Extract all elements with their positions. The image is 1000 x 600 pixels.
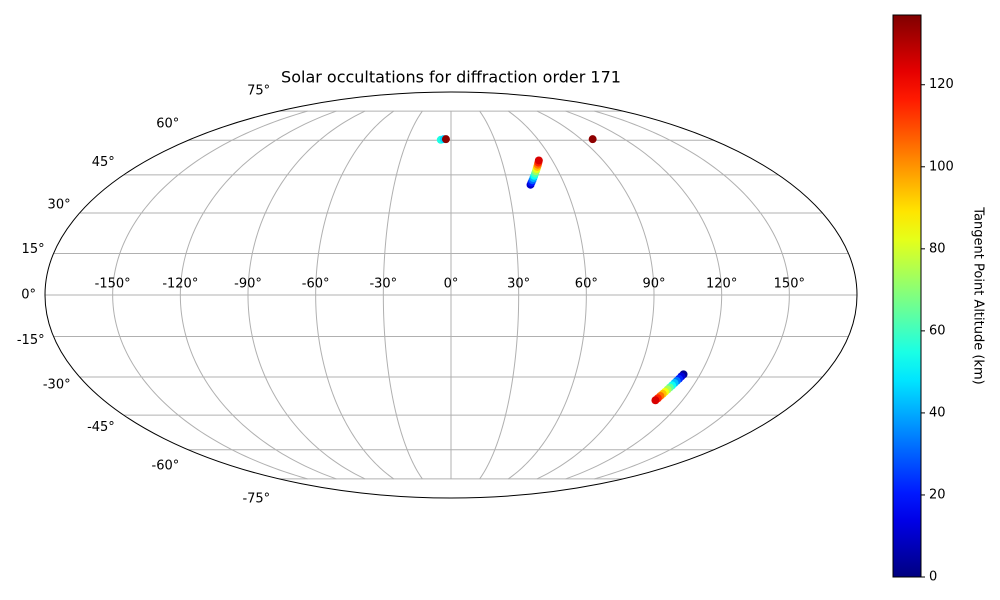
y-tick-label: 45° bbox=[92, 155, 115, 170]
x-tick-label: 150° bbox=[774, 277, 805, 292]
x-tick-label: -90° bbox=[234, 277, 262, 292]
colorbar bbox=[892, 14, 922, 578]
y-tick-label: -45° bbox=[87, 420, 115, 435]
colorbar-tick-label: 80 bbox=[929, 241, 946, 256]
y-tick-label: 0° bbox=[21, 288, 36, 303]
y-tick-label: -30° bbox=[43, 378, 71, 393]
grid-line bbox=[565, 110, 723, 480]
data-point bbox=[534, 156, 543, 165]
map-boundary bbox=[44, 91, 858, 499]
x-tick-label: -30° bbox=[369, 277, 397, 292]
grid-line bbox=[536, 110, 655, 480]
y-tick-label: -60° bbox=[152, 458, 180, 473]
grid-line bbox=[112, 110, 308, 480]
colorbar-tick-label: 60 bbox=[929, 323, 946, 338]
data-point bbox=[588, 135, 597, 144]
y-tick-label: 30° bbox=[48, 197, 71, 212]
y-tick-label: 60° bbox=[156, 117, 179, 132]
y-tick-label: -15° bbox=[17, 333, 45, 348]
x-tick-label: -60° bbox=[302, 277, 330, 292]
chart-title: Solar occultations for diffraction order… bbox=[281, 68, 621, 87]
data-point bbox=[651, 396, 660, 405]
y-tick-label: 15° bbox=[22, 242, 45, 257]
colorbar-tick-label: 0 bbox=[929, 570, 937, 585]
x-tick-label: 90° bbox=[642, 277, 665, 292]
grid-line bbox=[382, 110, 423, 480]
grid-line bbox=[247, 110, 366, 480]
colorbar-tick-label: 120 bbox=[929, 77, 954, 92]
grid-line bbox=[594, 110, 790, 480]
colorbar-tick-label: 20 bbox=[929, 487, 946, 502]
x-tick-label: 30° bbox=[507, 277, 530, 292]
colorbar-tick-label: 100 bbox=[929, 159, 954, 174]
y-tick-label: 75° bbox=[247, 83, 270, 98]
grid-line bbox=[179, 110, 337, 480]
y-tick-label: -75° bbox=[242, 492, 270, 507]
grid-line bbox=[507, 110, 587, 480]
grid-line bbox=[479, 110, 520, 480]
colorbar-label: Tangent Point Altitude (km) bbox=[971, 206, 986, 384]
x-tick-label: -150° bbox=[95, 277, 131, 292]
grid-line bbox=[315, 110, 395, 480]
x-tick-label: 60° bbox=[575, 277, 598, 292]
x-tick-label: 120° bbox=[706, 277, 737, 292]
colorbar-tick-label: 40 bbox=[929, 405, 946, 420]
x-tick-label: 0° bbox=[444, 277, 459, 292]
data-point bbox=[441, 135, 450, 144]
x-tick-label: -120° bbox=[162, 277, 198, 292]
